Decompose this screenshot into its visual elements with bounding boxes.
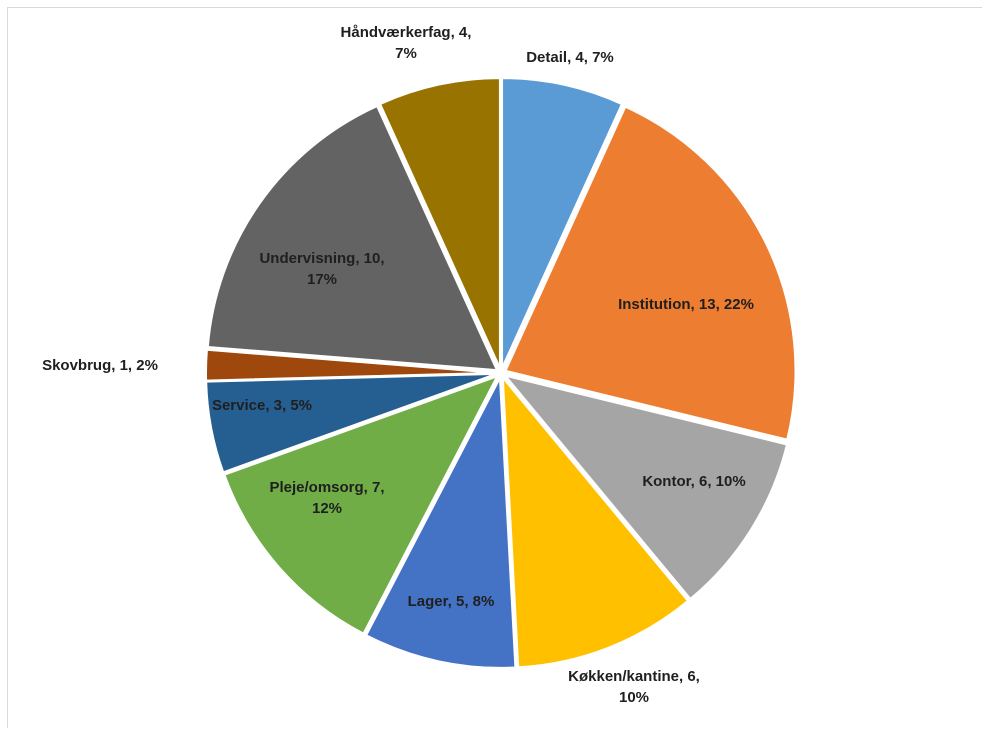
pie-slice-håndværkerfag [378, 77, 501, 369]
data-label-service: Service, 3, 5% [212, 397, 312, 414]
pie-slice-institution [504, 105, 797, 441]
pie-slice-køkken-kantine [501, 374, 690, 669]
data-label-detail: Detail, 4, 7% [526, 49, 614, 66]
data-label-håndværkerfag: Håndværkerfag, 4, 7% [341, 24, 472, 62]
data-label-køkken-kantine: Køkken/kantine, 6, 10% [568, 668, 700, 706]
data-label-undervisning: Undervisning, 10, 17% [259, 250, 384, 288]
data-label-institution: Institution, 13, 22% [618, 296, 754, 313]
pie-slice-pleje-omsorg [223, 374, 500, 635]
data-label-pleje-omsorg: Pleje/omsorg, 7, 12% [269, 479, 384, 517]
data-label-skovbrug: Skovbrug, 1, 2% [42, 357, 158, 374]
pie-slice-undervisning [206, 104, 499, 372]
pie-slice-service [205, 372, 497, 474]
pie-slice-kontor [502, 373, 789, 601]
pie-slice-detail [501, 77, 624, 369]
pie-slice-lager [364, 374, 517, 669]
data-label-kontor: Kontor, 6, 10% [642, 473, 745, 490]
chart-area [7, 7, 982, 728]
pie-slice-skovbrug [205, 348, 497, 382]
data-label-lager: Lager, 5, 8% [408, 593, 495, 610]
